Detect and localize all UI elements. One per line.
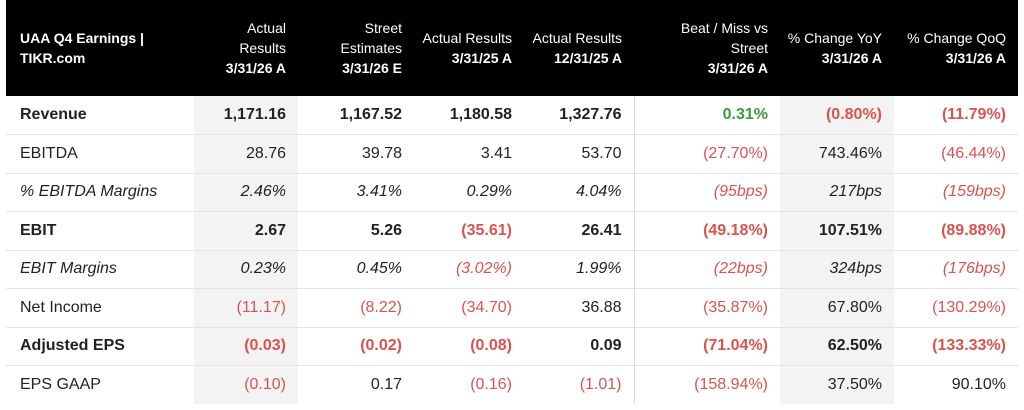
table-cell: 2.67 — [194, 211, 298, 250]
table-cell: 67.80% — [780, 288, 894, 327]
table-cell: 5.26 — [298, 211, 414, 250]
table-cell: 39.78 — [298, 134, 414, 173]
column-header-label: % Change QoQ — [907, 30, 1006, 46]
table-cell: 37.50% — [780, 365, 894, 404]
row-label: Net Income — [6, 288, 194, 327]
row-label: Revenue — [20, 106, 87, 123]
table-cell: 3.41 — [414, 134, 524, 173]
column-header-label: Street Estimates — [340, 20, 402, 56]
column-header-label: Actual Results — [532, 30, 622, 46]
table-row: Revenue 1,171.16 1,167.52 1,180.58 1,327.76 0… — [6, 96, 1018, 135]
table-cell: (0.08) — [414, 326, 524, 366]
column-header-label: Beat / Miss vs Street — [680, 20, 768, 56]
table-cell: 1,180.58 — [449, 106, 512, 123]
table-cell: 1,171.16 — [194, 96, 298, 135]
row-label: EBIT — [6, 211, 194, 250]
table-cell: 26.41 — [524, 211, 634, 250]
table-row: % EBITDA Margins 2.46% 3.41% 0.29% 4.04% (95b… — [6, 172, 1018, 212]
table-cell: 53.70 — [524, 134, 634, 173]
table-cell: (34.70) — [414, 288, 524, 327]
column-header: Street Estimates 3/31/26 E — [298, 0, 414, 96]
table-cell: 0.09 — [524, 326, 634, 366]
table-cell: 4.04% — [524, 172, 634, 212]
table-cell: (0.16) — [414, 365, 524, 404]
table-cell: (3.02%) — [414, 249, 524, 289]
column-header: Beat / Miss vs Street 3/31/26 A — [634, 0, 780, 96]
table-cell: (176bps) — [894, 249, 1018, 289]
table-cell: 0.23% — [194, 249, 298, 289]
table-cell: 0.45% — [298, 249, 414, 289]
table-cell: (11.17) — [194, 288, 298, 327]
row-label: EBIT Margins — [6, 249, 194, 289]
column-header: % Change YoY 3/31/26 A — [780, 0, 894, 96]
table-cell: (8.22) — [298, 288, 414, 327]
table-cell: (95bps) — [633, 172, 780, 212]
table-cell: (159bps) — [894, 172, 1018, 212]
table-cell: (71.04%) — [633, 326, 780, 366]
row-label: EPS GAAP — [6, 365, 194, 404]
table-cell: (35.87%) — [633, 288, 780, 327]
table-cell: (0.03) — [194, 326, 298, 366]
column-header: Actual Results 3/31/25 A — [414, 0, 524, 96]
table-cell: (89.88%) — [894, 211, 1018, 250]
column-header-date: 3/31/26 E — [342, 60, 402, 76]
table-cell: 62.50% — [780, 326, 894, 366]
table-row: EBIT Margins 0.23% 0.45% (3.02%) 1.99% (22bps… — [6, 249, 1018, 289]
table-cell: 324bps — [780, 249, 894, 289]
table-cell: 217bps — [780, 172, 894, 212]
table-cell: (11.79%) — [941, 106, 1006, 123]
table-cell: (35.61) — [414, 211, 524, 250]
table-cell: (130.29%) — [894, 288, 1018, 327]
table-cell: (0.80%) — [780, 96, 894, 135]
table-cell: 107.51% — [780, 211, 894, 250]
table-cell: 743.46% — [780, 134, 894, 173]
table-cell: (46.44%) — [894, 134, 1018, 173]
column-header: Actual Results 3/31/26 A — [194, 0, 298, 96]
table-cell: (0.10) — [194, 365, 298, 404]
row-label: % EBITDA Margins — [6, 172, 194, 212]
table-cell: 0.29% — [414, 172, 524, 212]
column-header-date: 12/31/25 A — [554, 50, 622, 66]
table-cell: 36.88 — [524, 288, 634, 327]
table-cell: (49.18%) — [633, 211, 780, 250]
table-cell: 1.99% — [524, 249, 634, 289]
table-cell: 1,167.52 — [339, 106, 402, 123]
header-row: UAA Q4 Earnings | TIKR.com Actual Result… — [6, 0, 1018, 96]
table-row: Net Income (11.17) (8.22) (34.70) 36.88 (35.8… — [6, 288, 1018, 327]
column-header-label: Actual Results — [239, 20, 286, 56]
table-title: UAA Q4 Earnings | TIKR.com — [6, 0, 194, 96]
column-header-date: 3/31/26 A — [945, 50, 1006, 66]
column-header-label: Actual Results — [422, 30, 512, 46]
row-label: EBITDA — [6, 134, 194, 173]
table-cell: 0.31% — [633, 96, 780, 135]
column-header-label: % Change YoY — [787, 30, 882, 46]
table-row: EPS GAAP (0.10) 0.17 (0.16) (1.01) (158.94%) 3… — [6, 365, 1018, 404]
column-header-date: 3/31/25 A — [451, 50, 512, 66]
table-cell: 90.10% — [894, 365, 1018, 404]
table-cell: (133.33%) — [894, 326, 1018, 366]
table-body: Revenue 1,171.16 1,167.52 1,180.58 1,327.76 0… — [6, 96, 1018, 404]
column-header-date: 3/31/26 A — [707, 60, 768, 76]
table-cell: 2.46% — [194, 172, 298, 212]
table-cell: 1,327.76 — [559, 106, 622, 123]
table-cell: (0.02) — [298, 326, 414, 366]
table-cell: 3.41% — [298, 172, 414, 212]
table-row: Adjusted EPS (0.03) (0.02) (0.08) 0.09 (71.04… — [6, 326, 1018, 366]
column-header: Actual Results 12/31/25 A — [524, 0, 634, 96]
row-label: Adjusted EPS — [6, 326, 194, 366]
table-cell: (1.01) — [524, 365, 634, 404]
column-header-date: 3/31/26 A — [225, 60, 286, 76]
table-cell: (22bps) — [633, 249, 780, 289]
table-cell: (27.70%) — [633, 134, 780, 173]
table-row: EBITDA 28.76 39.78 3.41 53.70 (27.70%) 743.46%… — [6, 134, 1018, 173]
earnings-table: UAA Q4 Earnings | TIKR.com Actual Result… — [6, 0, 1018, 404]
table-row: EBIT 2.67 5.26 (35.61) 26.41 (49.18%) 107.51%(… — [6, 211, 1018, 250]
table-cell: 0.17 — [298, 365, 414, 404]
table-cell: (158.94%) — [633, 365, 780, 404]
table-cell: 28.76 — [194, 134, 298, 173]
column-header-date: 3/31/26 A — [821, 50, 882, 66]
column-header: % Change QoQ 3/31/26 A — [894, 0, 1018, 96]
